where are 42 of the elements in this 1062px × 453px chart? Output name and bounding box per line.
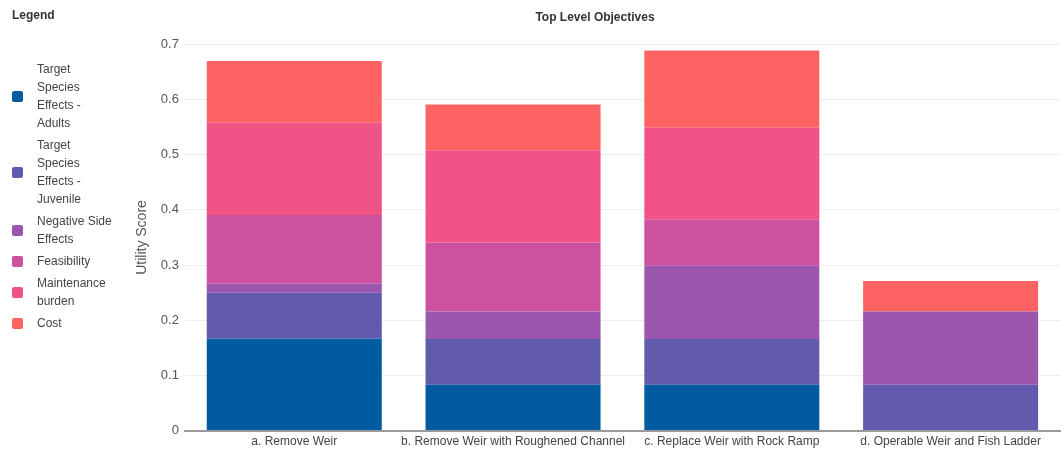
- legend-label: Maintenance burden: [37, 275, 107, 310]
- bar: [206, 60, 382, 123]
- bar: [425, 339, 601, 385]
- bar: [206, 122, 382, 215]
- bar: [425, 384, 601, 431]
- bar: [425, 104, 601, 151]
- legend-label: Target Species Effects - Juvenile: [37, 137, 83, 208]
- x-tick-label: a. Remove Weir: [251, 434, 338, 449]
- y-tick-label: 0.3: [160, 256, 179, 272]
- bar: [206, 283, 382, 293]
- bar: [425, 150, 601, 243]
- bar: [425, 242, 601, 312]
- y-tick-label: 0.1: [160, 367, 179, 383]
- bar: [863, 281, 1039, 312]
- legend-title: Legend: [12, 8, 56, 22]
- x-tick-label: c. Replace Weir with Rock Ramp: [644, 434, 820, 449]
- bar: [644, 127, 820, 220]
- legend-label: Cost: [37, 315, 63, 332]
- chart-title: Top Level Objectives: [535, 9, 655, 24]
- bar: [206, 292, 382, 339]
- legend-label: Negative Side Effects: [37, 213, 112, 248]
- y-axis-title: Utility Score: [133, 199, 150, 275]
- bar: [644, 50, 820, 128]
- y-tick-label: 0: [171, 422, 179, 438]
- x-tick-label: b. Remove Weir with Roughened Channel: [401, 434, 625, 449]
- y-tick-label: 0.7: [160, 35, 179, 51]
- bar: [863, 384, 1039, 431]
- legend-label: Feasibility: [37, 253, 92, 270]
- bar: [206, 338, 382, 431]
- y-tick-label: 0.4: [160, 201, 179, 217]
- bar: [644, 339, 820, 385]
- y-tick-label: 0.6: [160, 91, 179, 107]
- y-tick-label: 0.5: [160, 146, 179, 162]
- legend-label: Target Species Effects - Adults: [37, 61, 82, 132]
- bar: [644, 265, 820, 340]
- y-tick-label: 0.2: [160, 311, 179, 327]
- bar: [863, 311, 1039, 385]
- bar: [644, 219, 820, 266]
- x-tick-label: d. Operable Weir and Fish Ladder: [860, 434, 1041, 449]
- bar: [425, 311, 601, 340]
- bar: [644, 384, 820, 431]
- bar: [206, 214, 382, 284]
